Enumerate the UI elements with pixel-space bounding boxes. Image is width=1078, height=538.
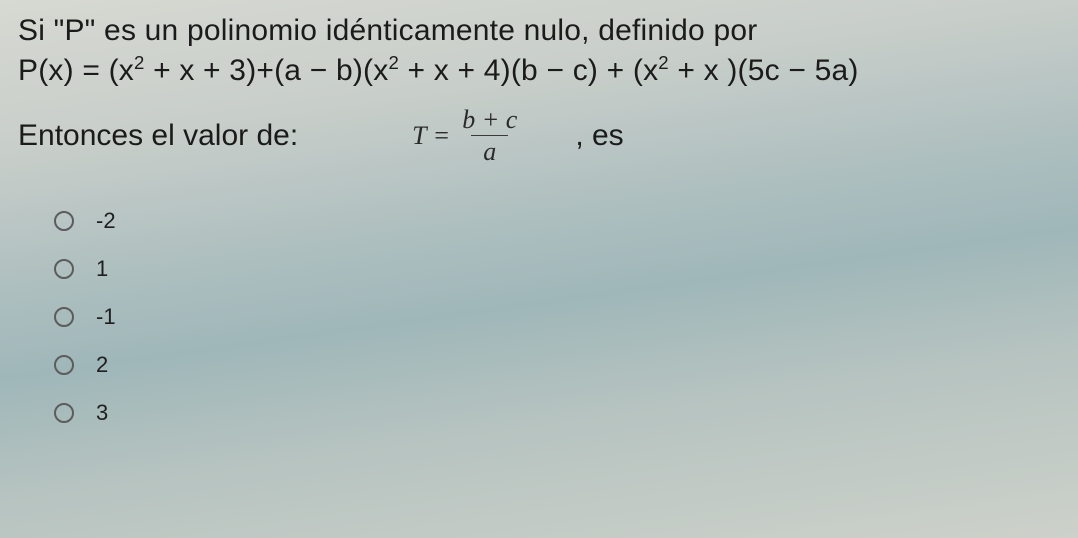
option-label: 2	[96, 352, 108, 378]
fraction-numerator: b + c	[456, 106, 523, 135]
radio-icon[interactable]	[54, 355, 74, 375]
option-label: -2	[96, 208, 116, 234]
option-row[interactable]: 3	[54, 400, 1066, 426]
question-line-2: P(x) = (x2 + x + 3)+(a − b)(x2 + x + 4)(…	[18, 54, 1066, 88]
option-row[interactable]: 2	[54, 352, 1066, 378]
options-list: -2 1 -1 2 3	[54, 208, 1066, 426]
option-row[interactable]: -2	[54, 208, 1066, 234]
option-label: -1	[96, 304, 116, 330]
formula: T = b + c a	[412, 106, 529, 166]
radio-icon[interactable]	[54, 307, 74, 327]
question-page: Si "P" es un polinomio idénticamente nul…	[0, 0, 1078, 538]
option-label: 1	[96, 256, 108, 282]
formula-lhs: T =	[412, 121, 450, 151]
question-line-1: Si "P" es un polinomio idénticamente nul…	[18, 14, 1066, 48]
radio-icon[interactable]	[54, 259, 74, 279]
radio-icon[interactable]	[54, 211, 74, 231]
radio-icon[interactable]	[54, 403, 74, 423]
fraction-denominator: a	[471, 135, 508, 165]
prompt-prefix: Entonces el valor de:	[18, 119, 298, 153]
prompt-suffix: , es	[575, 119, 623, 153]
option-row[interactable]: -1	[54, 304, 1066, 330]
option-label: 3	[96, 400, 108, 426]
option-row[interactable]: 1	[54, 256, 1066, 282]
fraction: b + c a	[456, 106, 523, 166]
prompt-row: Entonces el valor de: T = b + c a , es	[18, 106, 1066, 166]
